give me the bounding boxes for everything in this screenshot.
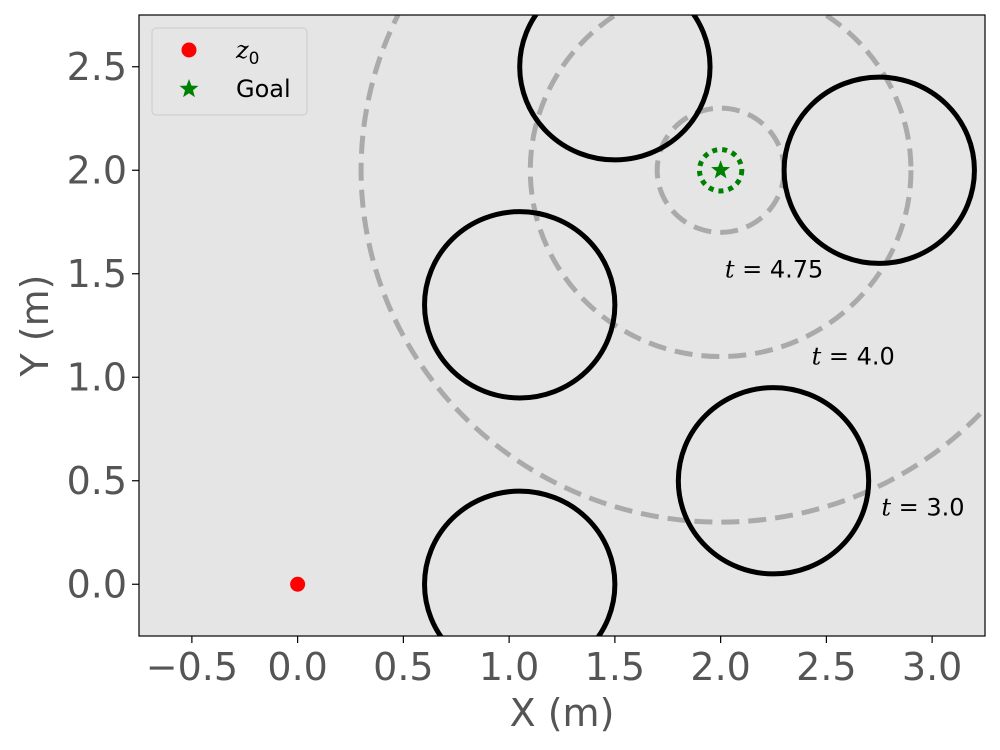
reach-set-label-2: t = 3.0 bbox=[881, 494, 964, 522]
legend-goal-marker bbox=[179, 79, 199, 98]
y-tick-label-1: 0.5 bbox=[67, 459, 127, 503]
x-tick-label-1: 0.0 bbox=[267, 645, 327, 689]
x-tick-label-3: 1.0 bbox=[479, 645, 539, 689]
legend: z0 Goal bbox=[151, 27, 308, 116]
goal-region-circle bbox=[696, 147, 745, 194]
reach-set-label-0: t = 4.75 bbox=[725, 256, 823, 284]
axis-ticks: −0.5 0.0 0.5 1.0 1.5 2.0 2.5 3.0 0.0 0.5 1.0 1.5 2.0… bbox=[67, 45, 963, 689]
y-tick-label-2: 1.0 bbox=[67, 355, 127, 399]
x-tick-label-2: 0.5 bbox=[373, 645, 433, 689]
plot-frame bbox=[138, 14, 986, 637]
obstacle-circle-4 bbox=[422, 488, 618, 636]
plot-area bbox=[139, 15, 985, 636]
x-tick-label-6: 2.5 bbox=[796, 645, 856, 689]
plot-content bbox=[290, 15, 985, 636]
obstacle-circle-3 bbox=[675, 385, 872, 577]
reach-set-circle-1 bbox=[527, 15, 914, 359]
obstacle-circle-0 bbox=[517, 15, 713, 163]
goal-star-marker bbox=[711, 160, 731, 179]
y-axis-label: Y (m) bbox=[13, 275, 57, 378]
annotations: t = 4.75 t = 4.0 t = 3.0 bbox=[725, 256, 965, 522]
x-axis-label: X (m) bbox=[510, 691, 615, 735]
legend-start-marker bbox=[181, 42, 197, 58]
x-tick-label-0: −0.5 bbox=[146, 645, 238, 689]
x-tick-label-5: 2.0 bbox=[690, 645, 750, 689]
y-tick-label-3: 1.5 bbox=[67, 252, 127, 296]
start-point-marker bbox=[290, 576, 306, 592]
x-tick-label-7: 3.0 bbox=[902, 645, 962, 689]
obstacle-circle-2 bbox=[422, 209, 618, 401]
y-tick-label-5: 2.5 bbox=[67, 45, 127, 89]
legend-start-label: z0 bbox=[235, 36, 259, 69]
legend-goal-label: Goal bbox=[236, 75, 291, 103]
y-tick-label-0: 0.0 bbox=[67, 562, 127, 606]
y-tick-label-4: 2.0 bbox=[67, 148, 127, 192]
reach-set-label-1: t = 4.0 bbox=[812, 343, 895, 371]
obstacle-circle-1 bbox=[781, 74, 977, 266]
reach-set-circle-2 bbox=[358, 15, 985, 525]
x-tick-label-4: 1.5 bbox=[585, 645, 645, 689]
